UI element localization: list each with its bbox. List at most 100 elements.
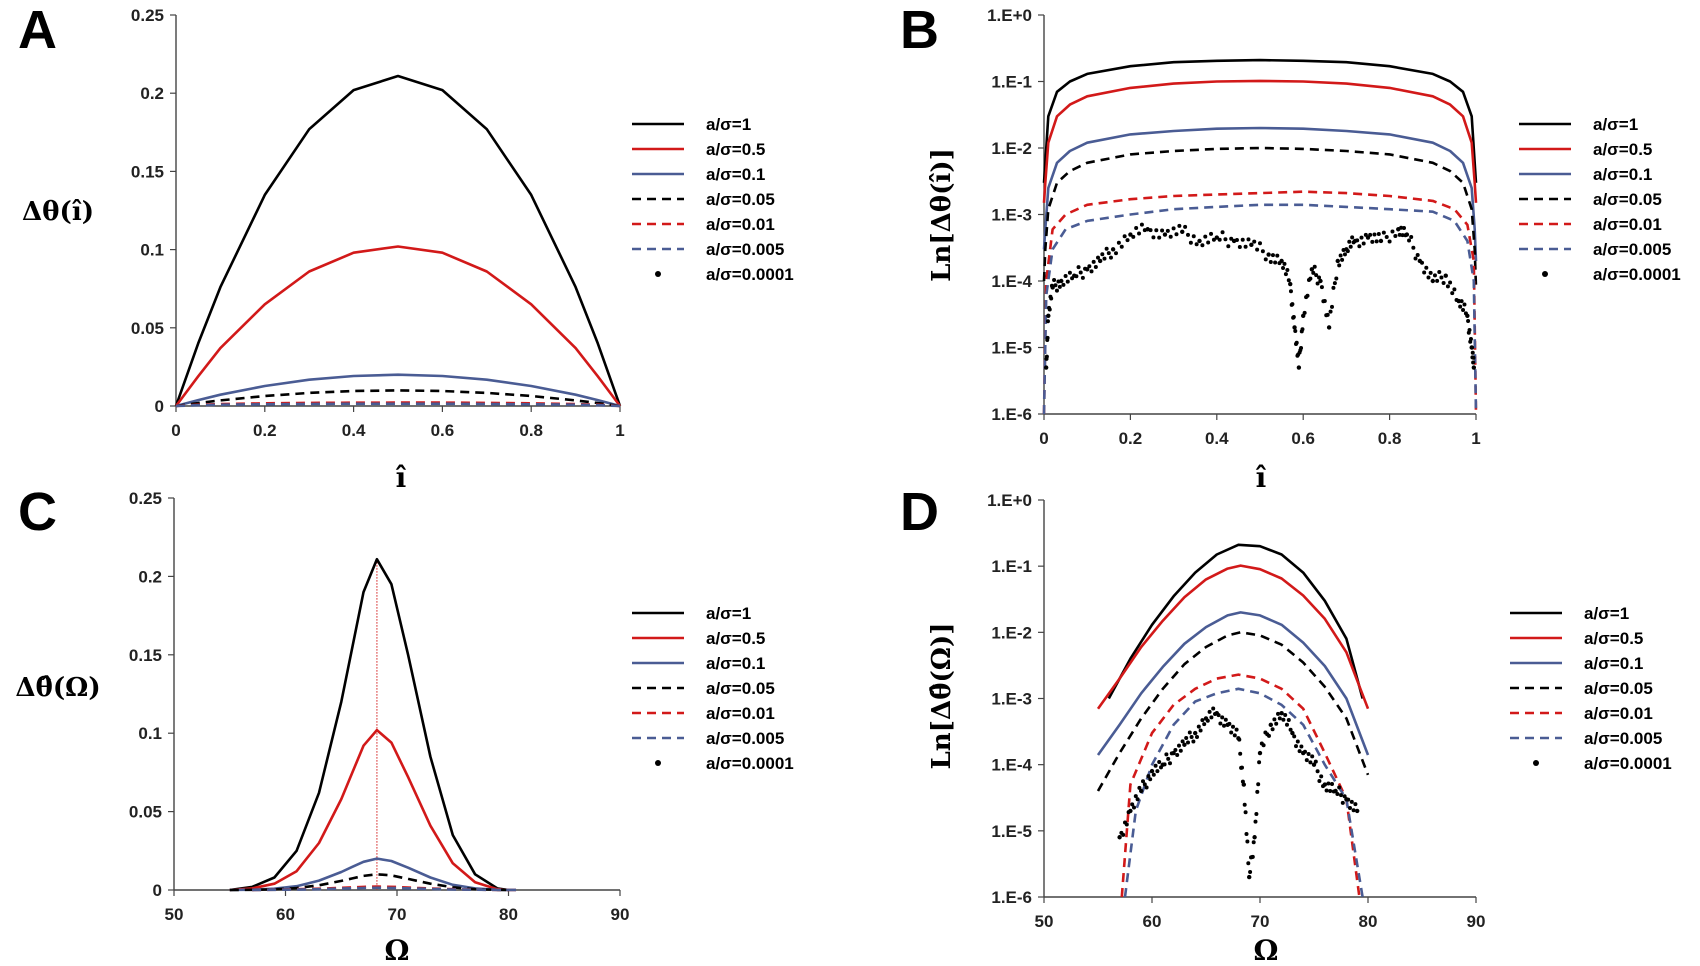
data-point (1100, 252, 1105, 257)
y-tick-label: 1.E-6 (991, 405, 1032, 424)
data-point (1097, 258, 1103, 264)
data-point (1220, 230, 1225, 235)
x-tick-label: 0.4 (1205, 429, 1229, 448)
data-point (1234, 238, 1239, 243)
series-line (1042, 126, 1478, 262)
data-point (1348, 244, 1353, 249)
series-line (174, 245, 622, 407)
data-point (1080, 275, 1085, 280)
data-point (1279, 710, 1284, 716)
series-line (175, 373, 621, 408)
data-point (1299, 744, 1304, 749)
data-point (1310, 754, 1315, 759)
data-point (1211, 237, 1216, 242)
data-point (1333, 788, 1338, 794)
data-point (1424, 265, 1429, 270)
data-point (1223, 717, 1228, 722)
data-point (1335, 791, 1340, 796)
legend-entry: a/σ=0.05 (1584, 679, 1653, 698)
y-tick-label: 1.E-4 (991, 272, 1032, 291)
data-point (1351, 808, 1356, 813)
data-point (1153, 763, 1158, 768)
series-line (1042, 146, 1478, 288)
data-point (1409, 234, 1414, 239)
legend-entry: a/σ=0.01 (706, 215, 775, 234)
data-point (1050, 285, 1055, 290)
panel-a: A 0 0.05 0.1 0.15 0.2 0.25 0 0.2 0.4 0.6 0.8 1 a/σ=… (18, 0, 794, 494)
data-point (1151, 235, 1156, 240)
data-point (1286, 718, 1291, 723)
y-tick-label: 1.E-3 (991, 206, 1032, 225)
data-point (1245, 839, 1250, 844)
data-point (1268, 260, 1273, 265)
x-tick-label: 50 (165, 905, 184, 924)
data-point (1164, 752, 1169, 757)
data-point (1234, 727, 1239, 732)
data-point (1314, 273, 1319, 278)
data-point (1067, 270, 1072, 275)
x-tick-label: 90 (1467, 912, 1486, 931)
data-point (1355, 808, 1360, 814)
panel-c-legend: a/σ=1 a/σ=0.5 a/σ=0.1 a/σ=0.05 a/σ=0.01 a/σ=0… (632, 604, 794, 773)
legend-entry: a/σ=0.005 (706, 729, 784, 748)
data-point (1216, 713, 1221, 718)
data-point (1285, 267, 1290, 272)
data-point (1149, 768, 1155, 774)
data-point (1089, 269, 1094, 274)
data-point (1334, 276, 1339, 281)
data-point (1277, 716, 1282, 721)
data-point (1325, 312, 1330, 317)
data-point (1196, 724, 1201, 729)
legend-entry: a/σ=0.0001 (706, 754, 794, 773)
data-point (1240, 765, 1244, 770)
data-point (1135, 797, 1140, 802)
y-tick-label: 1.E-1 (991, 557, 1032, 576)
data-point (1121, 832, 1126, 837)
data-point (1242, 802, 1247, 807)
data-point (1338, 253, 1343, 258)
x-tick-label: 0 (1039, 429, 1048, 448)
data-point (1462, 302, 1467, 307)
data-point (1268, 722, 1274, 728)
data-point (1139, 222, 1144, 227)
data-point (1122, 234, 1127, 239)
data-point (1376, 231, 1381, 236)
panel-letter-d: D (900, 482, 939, 542)
data-point (1439, 275, 1444, 280)
data-point (1296, 365, 1302, 370)
x-tick-label: 0.2 (1119, 429, 1143, 448)
data-point (1319, 285, 1324, 290)
panel-d-x-axis-label: Ω (1254, 934, 1279, 966)
data-point (1059, 278, 1064, 284)
x-tick-label: 80 (499, 905, 518, 924)
series-line (252, 886, 520, 892)
data-point (1133, 794, 1138, 799)
data-point (1096, 255, 1100, 260)
data-point (1468, 337, 1473, 342)
x-tick-label: 1 (615, 421, 624, 440)
data-point (1257, 750, 1263, 756)
legend-entry: a/σ=1 (1584, 604, 1629, 623)
data-point (1413, 256, 1418, 261)
panel-c-x-axis-label: Ω (385, 934, 410, 966)
data-point (1340, 257, 1345, 262)
data-point (1047, 307, 1052, 312)
data-point (1322, 299, 1327, 304)
legend-entry: a/σ=0.0001 (1584, 754, 1672, 773)
panel-letter-c: C (18, 482, 57, 542)
data-point (1311, 270, 1316, 275)
data-point (1248, 870, 1253, 875)
data-point (1295, 739, 1300, 744)
data-point (1318, 278, 1323, 284)
panel-a-plot: 0 0.05 0.1 0.15 0.2 0.25 0 0.2 0.4 0.6 0.8 1 (131, 6, 625, 440)
data-point (1198, 728, 1203, 733)
y-tick-label: 0.05 (129, 803, 162, 822)
data-point (1461, 307, 1466, 312)
y-tick-label: 1.E-2 (991, 623, 1032, 642)
data-point (1102, 256, 1107, 261)
y-tick-label: 1.E-4 (991, 756, 1032, 775)
data-point (1368, 232, 1373, 237)
data-point (1422, 270, 1427, 275)
data-point (1171, 226, 1176, 231)
data-point (1288, 281, 1293, 287)
